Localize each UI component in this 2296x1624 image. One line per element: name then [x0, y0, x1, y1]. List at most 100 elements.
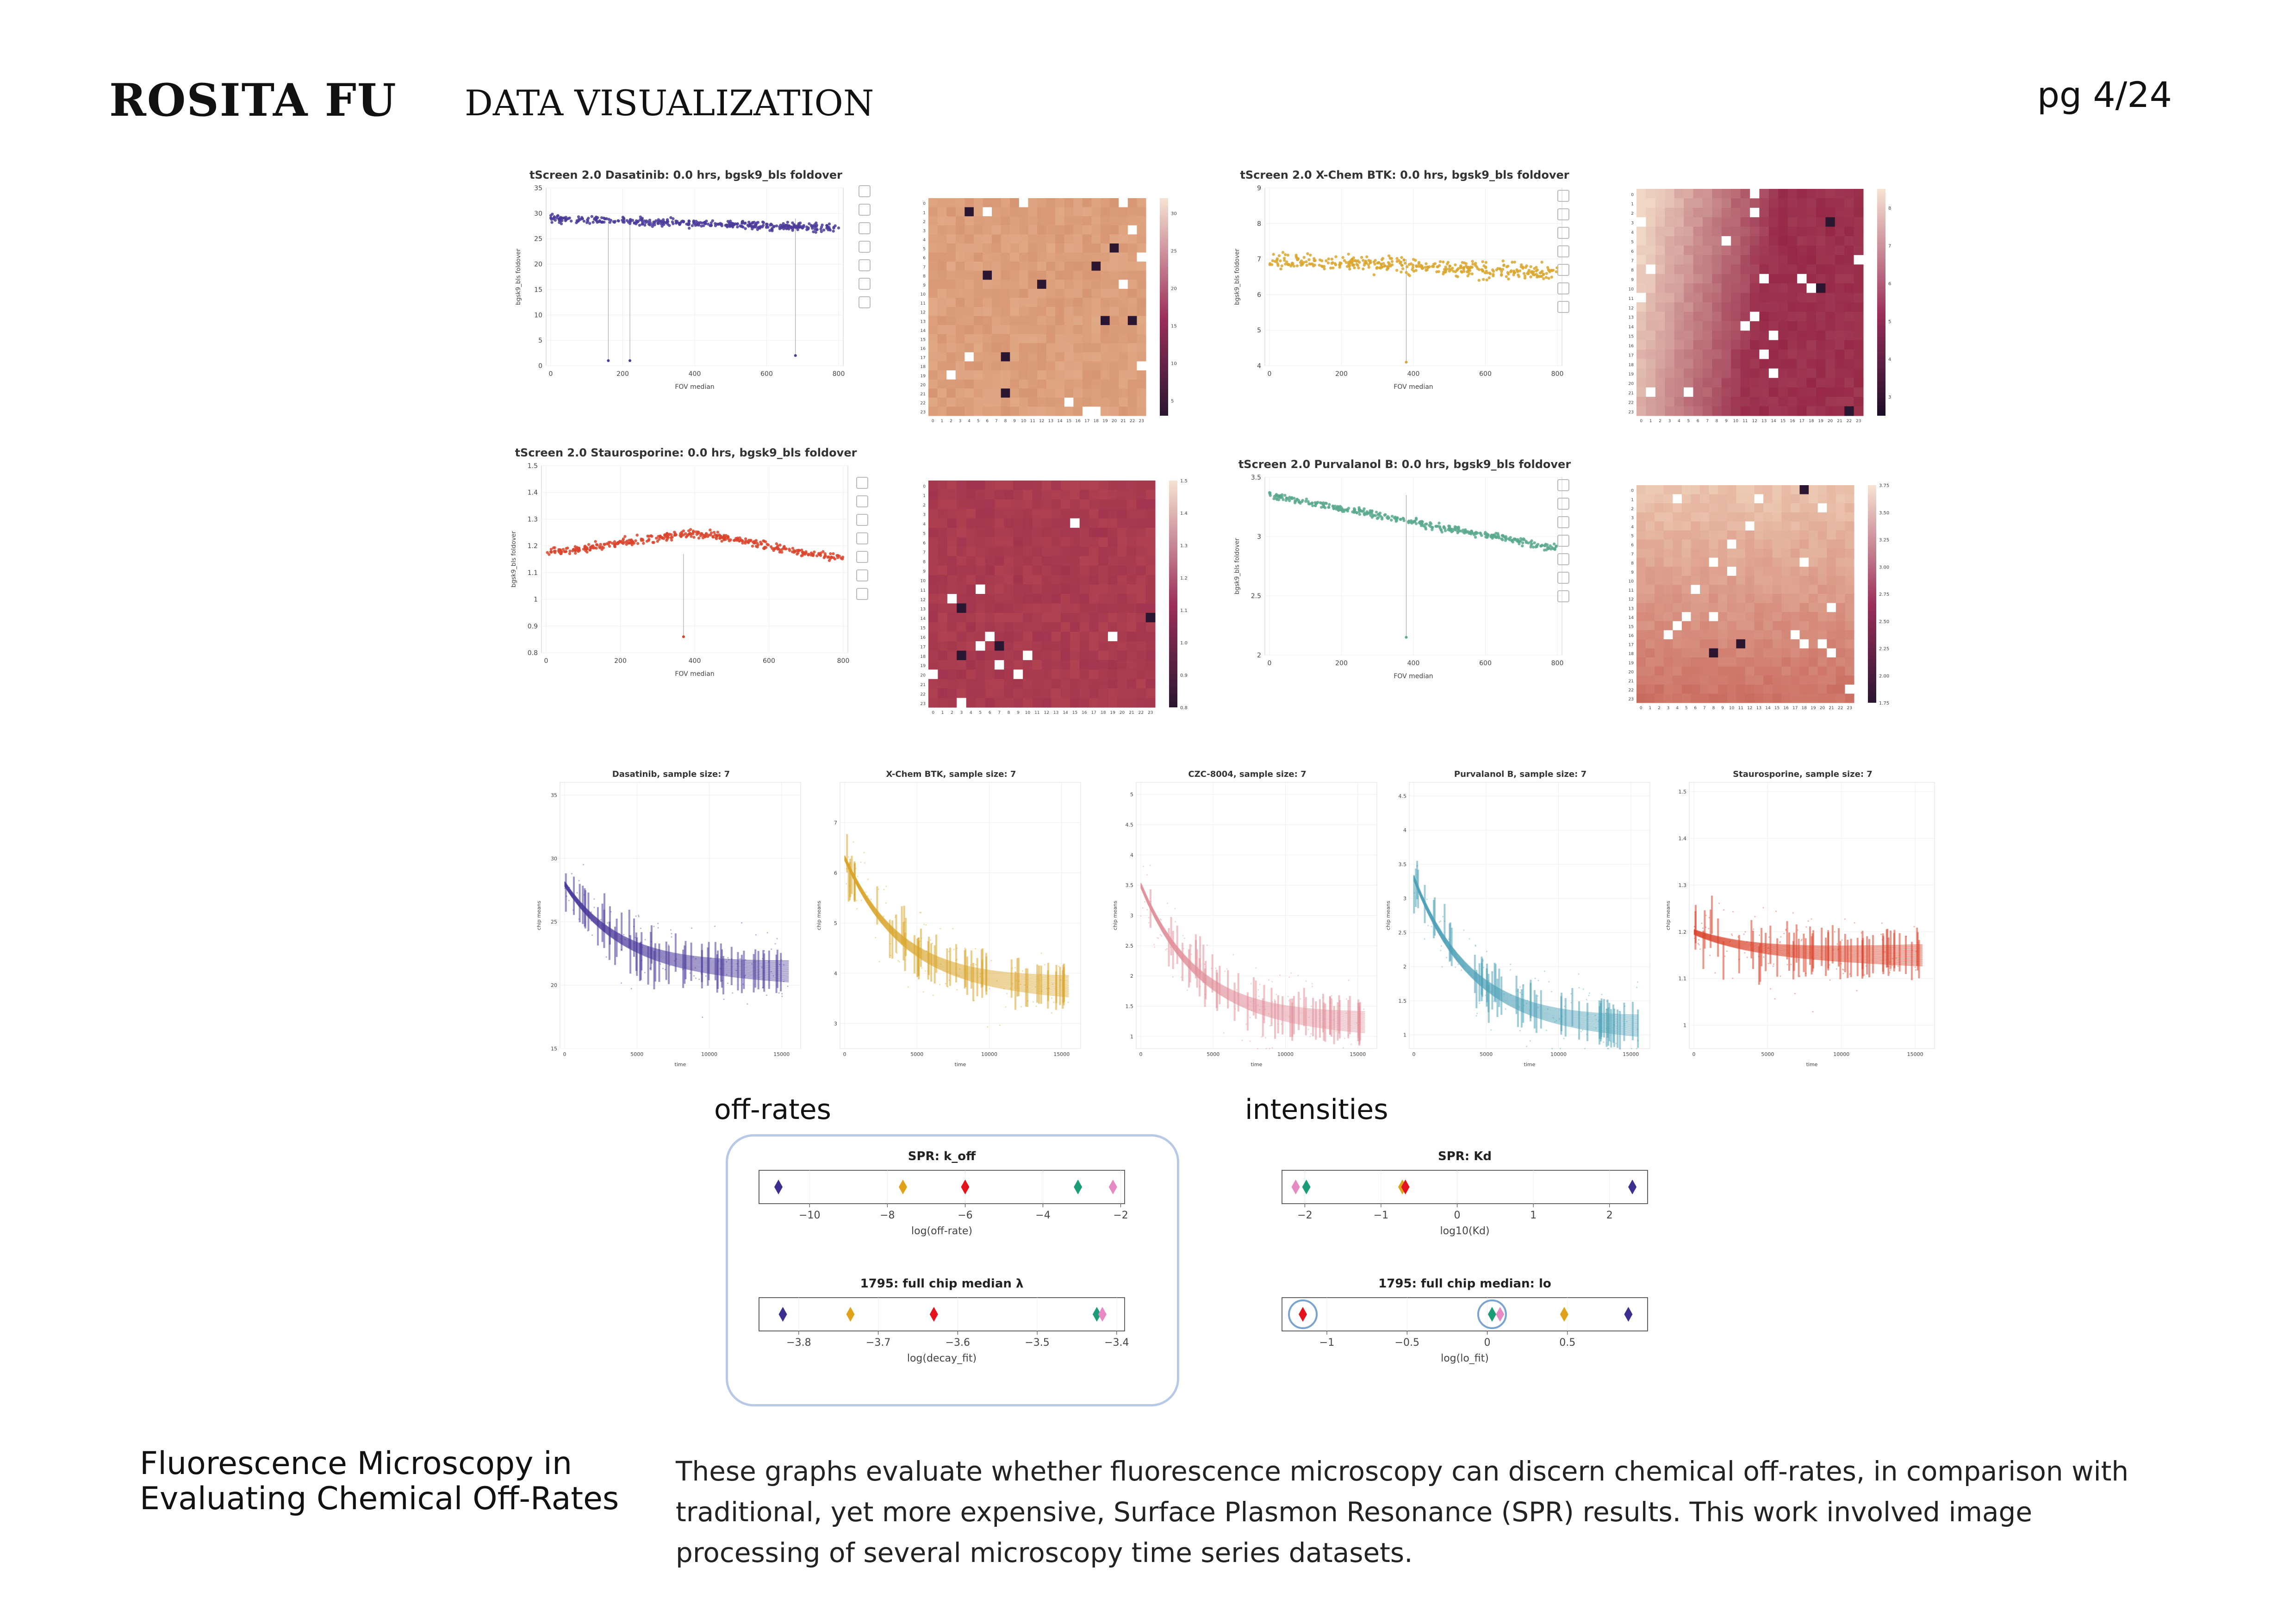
heatmap-col-label: 6 [1694, 706, 1697, 711]
heatmap-cell [1001, 198, 1010, 208]
scatter-point [701, 973, 703, 975]
heatmap-cell [1681, 603, 1691, 612]
tool-icon[interactable] [856, 477, 868, 489]
y-tick-label: 2.5 [1399, 930, 1407, 936]
heatmap-cell [1082, 325, 1092, 335]
plot-toolbar[interactable] [1557, 479, 1569, 609]
heatmap-cell [1645, 557, 1655, 567]
scatter-point [732, 992, 734, 994]
tool-icon[interactable] [859, 241, 871, 253]
heatmap-cell [976, 490, 985, 500]
heatmap-cell [1700, 549, 1710, 558]
tool-icon[interactable] [859, 204, 871, 216]
heatmap-cell [1098, 612, 1108, 623]
tool-icon[interactable] [856, 495, 868, 507]
tool-icon[interactable] [1557, 282, 1569, 294]
tool-icon[interactable] [1557, 190, 1569, 202]
plot-toolbar[interactable] [859, 185, 871, 315]
heatmap-cell [1119, 307, 1128, 317]
heatmap-row-label: 23 [921, 702, 926, 706]
tool-icon[interactable] [859, 259, 871, 271]
heatmap-cell [1709, 549, 1718, 558]
tool-icon[interactable] [1557, 208, 1569, 220]
scatter-point [1259, 1009, 1261, 1011]
tool-icon[interactable] [856, 551, 868, 563]
scatter-point [623, 934, 625, 936]
heatmap-cell [1137, 388, 1146, 398]
tool-icon[interactable] [859, 278, 871, 290]
heatmap-cell [1636, 630, 1646, 640]
tool-icon[interactable] [1557, 572, 1569, 584]
scatter-point [987, 1026, 989, 1028]
heatmap-col-label: 18 [1101, 711, 1106, 715]
tool-icon[interactable] [856, 588, 868, 600]
data-point [1431, 525, 1434, 529]
tool-icon[interactable] [856, 532, 868, 544]
tool-icon[interactable] [1557, 301, 1569, 313]
heatmap-cell [1136, 575, 1146, 585]
tool-icon[interactable] [1557, 590, 1569, 602]
heatmap-cell [1736, 485, 1746, 495]
heatmap-cell [1681, 657, 1691, 667]
heatmap-cell [1136, 565, 1146, 575]
y-tick-label: 20 [551, 982, 557, 988]
heatmap-cell [1646, 387, 1656, 397]
heatmap-cell [1745, 630, 1755, 640]
heatmap-cell [1046, 334, 1056, 344]
heatmap-cell [1702, 368, 1712, 378]
heatmap-cell [1655, 485, 1664, 495]
heatmap-cell [1046, 207, 1056, 217]
heatmap-cell [1051, 622, 1061, 632]
heatmap-cell [1845, 684, 1854, 694]
tool-icon[interactable] [856, 514, 868, 526]
tool-icon[interactable] [856, 569, 868, 581]
tool-icon[interactable] [1557, 245, 1569, 257]
tool-icon[interactable] [1557, 479, 1569, 491]
heatmap-cell [1037, 252, 1047, 262]
tool-icon[interactable] [1557, 498, 1569, 510]
heatmap-cell [1127, 370, 1137, 380]
heatmap-cell [973, 307, 983, 317]
heatmap-cell [1136, 622, 1146, 632]
tool-icon[interactable] [1557, 516, 1569, 528]
tool-icon[interactable] [859, 222, 871, 234]
data-point [832, 230, 835, 233]
data-point [790, 226, 793, 230]
heatmap-cell [1693, 283, 1703, 294]
heatmap-cell [1082, 280, 1092, 289]
heatmap-cell [938, 650, 948, 661]
tool-icon[interactable] [1557, 227, 1569, 239]
tool-icon[interactable] [859, 296, 871, 308]
heatmap-cell [1636, 406, 1646, 416]
heatmap-cell [1089, 490, 1099, 500]
tool-icon[interactable] [1557, 264, 1569, 276]
heatmap-cell [1835, 331, 1845, 341]
heatmap-cell [937, 343, 947, 353]
heatmap-cell [937, 406, 947, 416]
data-point [633, 221, 636, 225]
tool-icon[interactable] [859, 185, 871, 197]
scatter-point [1307, 1029, 1309, 1031]
heatmap-cell [1806, 217, 1817, 227]
heatmap-cell [1736, 557, 1746, 567]
heatmap-cell [1845, 639, 1854, 649]
heatmap-cell [1835, 406, 1845, 416]
plot-toolbar[interactable] [856, 477, 868, 606]
scatter-point [726, 961, 728, 963]
heatmap-row-label: 6 [1631, 250, 1634, 254]
plot-toolbar[interactable] [1557, 190, 1569, 319]
heatmap-cell [937, 252, 947, 262]
data-point [1424, 523, 1427, 526]
heatmap-cell [1854, 189, 1864, 199]
tool-icon[interactable] [1557, 553, 1569, 565]
scatter-point [1510, 969, 1512, 971]
tool-icon[interactable] [1557, 535, 1569, 547]
heatmap-cell [1745, 657, 1755, 667]
data-point [1327, 506, 1331, 509]
data-point [589, 546, 592, 549]
data-point [635, 533, 639, 537]
